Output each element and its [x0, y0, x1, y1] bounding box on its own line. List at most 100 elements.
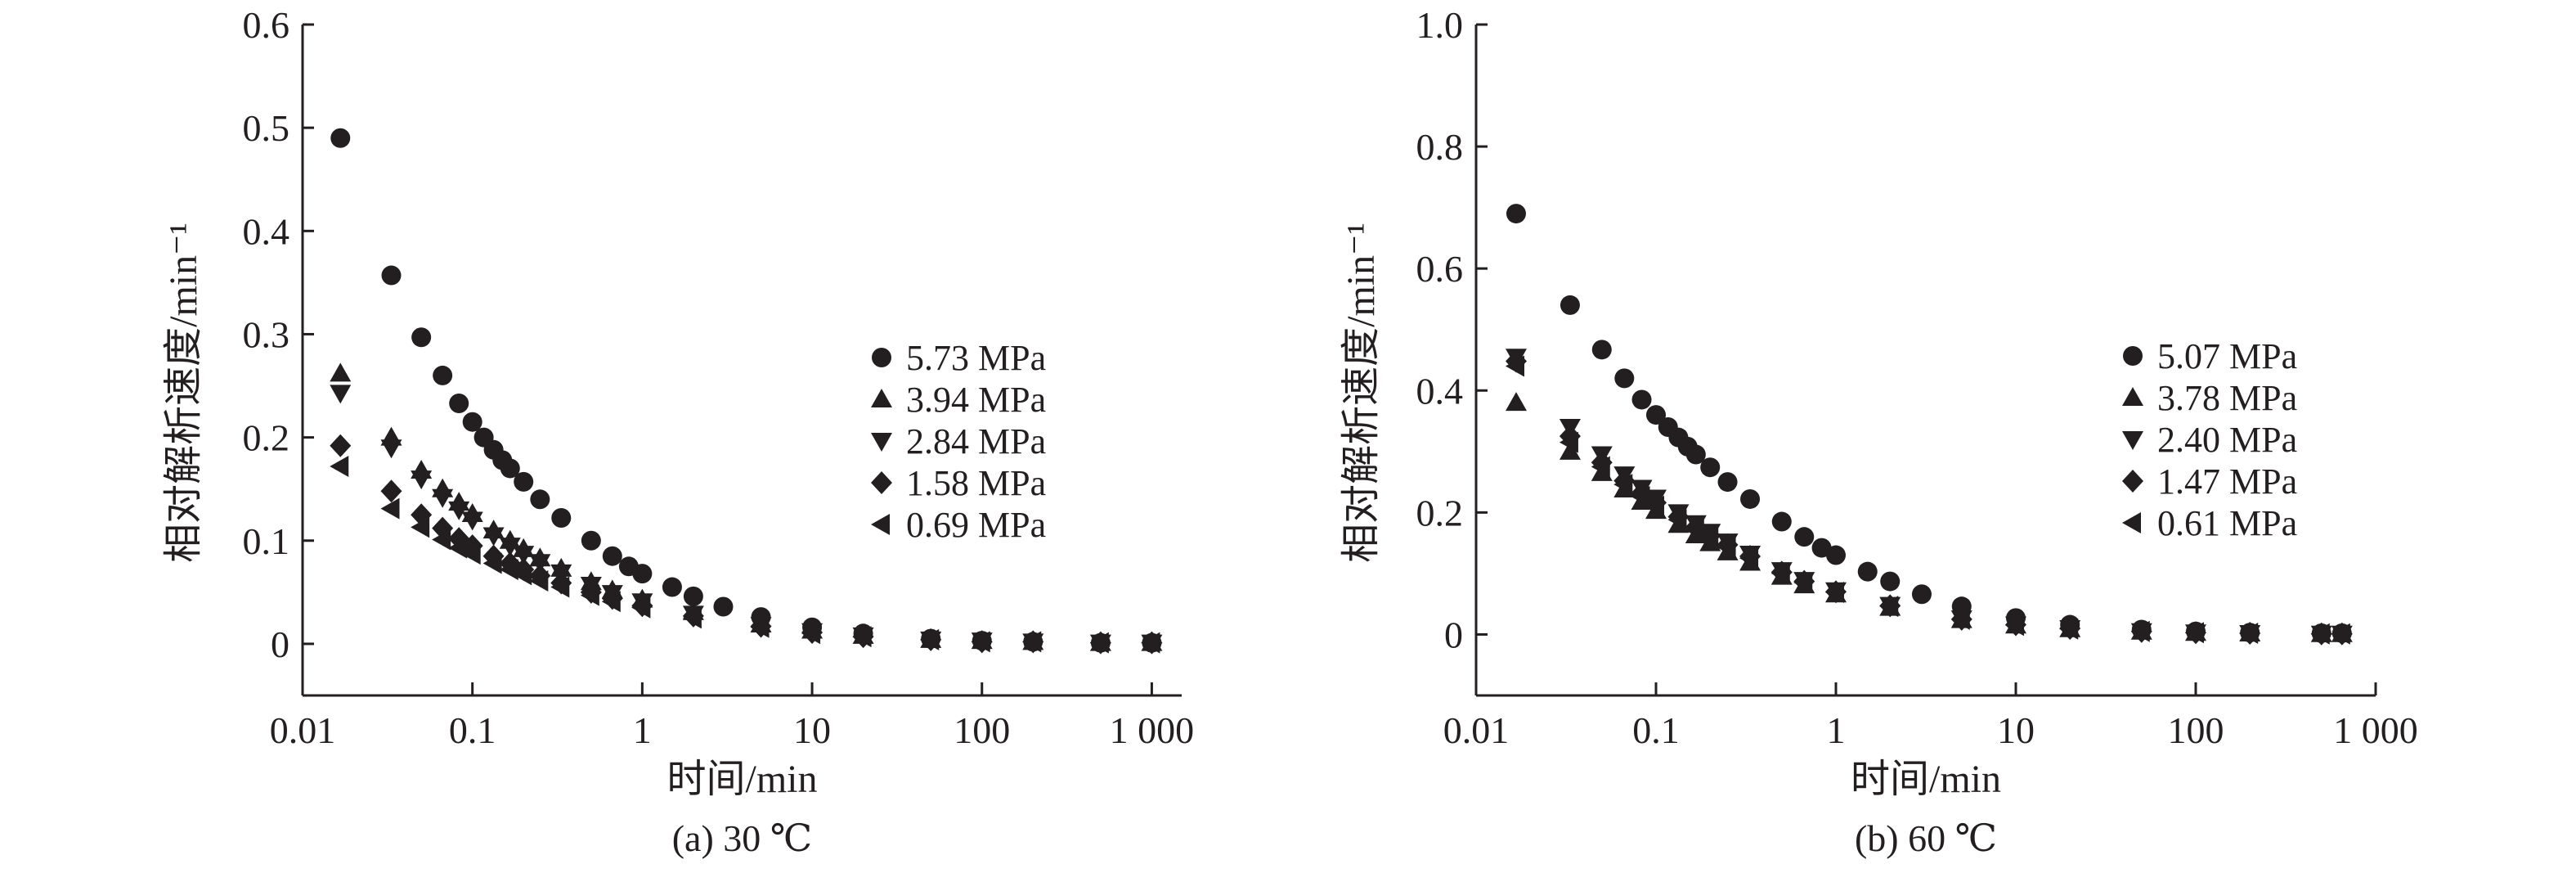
data-point	[513, 538, 535, 557]
data-point	[1667, 514, 1690, 533]
legend-label: 2.40 MPa	[2157, 420, 2297, 460]
data-point	[462, 412, 482, 432]
data-point	[1613, 466, 1636, 486]
legend-marker	[2123, 346, 2143, 366]
panel-caption: (a) 30 ℃	[672, 817, 813, 859]
legend-marker	[871, 433, 892, 452]
data-point	[1951, 596, 1972, 617]
data-point	[1740, 488, 1761, 509]
data-point	[1559, 440, 1581, 460]
x-tick-label: 1 000	[1110, 709, 1195, 751]
data-point	[972, 631, 992, 651]
data-point	[683, 586, 703, 606]
data-point	[1645, 500, 1667, 520]
data-point	[380, 497, 400, 520]
y-axis-label: 相对解析速度/min⁻¹	[162, 223, 205, 563]
data-point	[1591, 340, 1612, 360]
data-point	[482, 520, 505, 539]
data-point	[751, 607, 771, 628]
data-point	[1591, 461, 1613, 481]
data-point	[330, 434, 352, 457]
x-tick-label: 10	[1997, 709, 2035, 751]
legend-label: 5.73 MPa	[906, 338, 1046, 378]
data-point	[482, 544, 505, 568]
data-point	[1685, 444, 1706, 465]
data-point	[1770, 565, 1793, 585]
data-point	[530, 489, 550, 510]
x-tick-label: 10	[793, 709, 831, 751]
data-point	[330, 128, 351, 148]
data-point	[1699, 532, 1721, 551]
data-point	[682, 601, 704, 620]
data-point	[662, 577, 682, 597]
series-5.73-MPa	[330, 128, 1162, 653]
data-point	[581, 530, 601, 551]
y-tick-label: 1.0	[1416, 4, 1464, 46]
legend-label: 1.58 MPa	[906, 463, 1046, 503]
y-tick-label: 0.4	[1416, 370, 1464, 412]
data-point	[853, 623, 873, 644]
y-tick-label: 0.8	[1416, 126, 1464, 168]
data-point	[1613, 479, 1636, 498]
panel-b: 0 0.2 0.4 0.6 0.8 1.0 0.01 0.1 1 10 100 1 000 时间/min…	[1340, 4, 2418, 859]
panel-a: 0 0.1 0.2 0.3 0.4 0.5 0.6 0.01 0.1 1 10 100 1 000 时间/…	[162, 4, 1194, 859]
data-point	[1506, 204, 1526, 224]
x-tick-label: 100	[954, 709, 1010, 751]
data-point	[1880, 571, 1901, 592]
data-point	[432, 516, 454, 540]
y-axis-label: 相对解析速度/min⁻¹	[1340, 223, 1383, 563]
data-point	[1560, 295, 1580, 315]
x-axis-label: 时间/min	[666, 758, 817, 801]
data-point	[411, 503, 433, 527]
legend-marker	[871, 389, 892, 407]
legend-label: 1.47 MPa	[2157, 461, 2297, 502]
data-point	[461, 502, 483, 522]
data-point	[380, 426, 402, 446]
legend-marker	[2122, 431, 2143, 450]
x-tick-label: 0.01	[1443, 709, 1510, 751]
data-point	[580, 571, 602, 591]
data-point	[1700, 457, 1721, 478]
data-point	[632, 564, 653, 584]
data-point	[1614, 368, 1635, 389]
legend-label: 3.94 MPa	[906, 380, 1046, 420]
legend-label: 2.84 MPa	[906, 421, 1046, 461]
x-tick-label: 0.01	[270, 709, 336, 751]
y-tick-label: 0.3	[243, 313, 290, 355]
data-point	[2240, 623, 2260, 643]
data-point	[330, 455, 349, 477]
legend-marker	[871, 514, 890, 535]
data-point	[1505, 392, 1527, 412]
x-axis-label: 时间/min	[1851, 758, 2001, 801]
data-point	[1505, 349, 1527, 368]
y-tick-label: 0	[1444, 614, 1463, 655]
data-point	[514, 471, 534, 492]
data-point	[381, 265, 402, 286]
y-tick-label: 0	[271, 623, 289, 665]
data-point	[1142, 632, 1162, 653]
data-point	[1911, 584, 1932, 605]
data-point	[1645, 489, 1667, 509]
data-point	[411, 327, 432, 348]
x-tick-label: 0.1	[449, 709, 496, 751]
series-5.07-MPa	[1506, 204, 2352, 643]
x-tick-label: 100	[2168, 709, 2224, 751]
data-point	[461, 534, 483, 558]
data-point	[1631, 389, 1652, 410]
data-point	[1631, 490, 1653, 510]
data-point	[2331, 623, 2352, 643]
data-point	[1717, 472, 1738, 493]
data-point	[1794, 527, 1815, 547]
legend-marker	[2122, 387, 2143, 406]
data-point	[2060, 614, 2080, 635]
y-tick-label: 0.2	[1416, 492, 1464, 533]
y-tick-label: 0.5	[243, 107, 290, 149]
legend-marker	[2122, 512, 2141, 533]
data-point	[432, 478, 454, 497]
data-point	[411, 459, 433, 479]
data-point	[2131, 619, 2152, 640]
data-point	[1793, 574, 1815, 594]
